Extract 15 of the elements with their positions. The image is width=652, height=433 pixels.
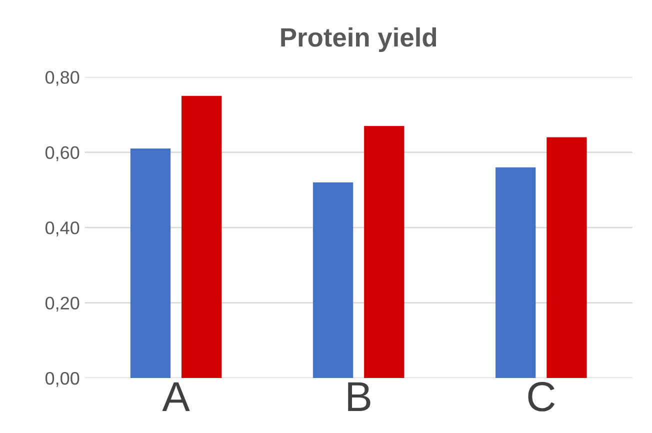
bar (130, 148, 171, 378)
x-tick-label: A (162, 382, 190, 411)
y-tick-label: 0,40 (45, 221, 80, 236)
y-tick-label: 0,00 (45, 372, 80, 387)
bar (182, 96, 222, 378)
y-tick-label: 0,20 (45, 296, 80, 312)
y-tick-label: 0,60 (45, 146, 80, 162)
bar (496, 167, 536, 378)
chart-title: Protein yield (281, 27, 436, 52)
y-tick-label: 0,80 (45, 71, 80, 86)
x-tick-label: B (348, 382, 370, 411)
bar (546, 137, 587, 378)
x-tick-label: C (528, 382, 555, 412)
bar (364, 126, 404, 378)
bar (312, 182, 354, 378)
